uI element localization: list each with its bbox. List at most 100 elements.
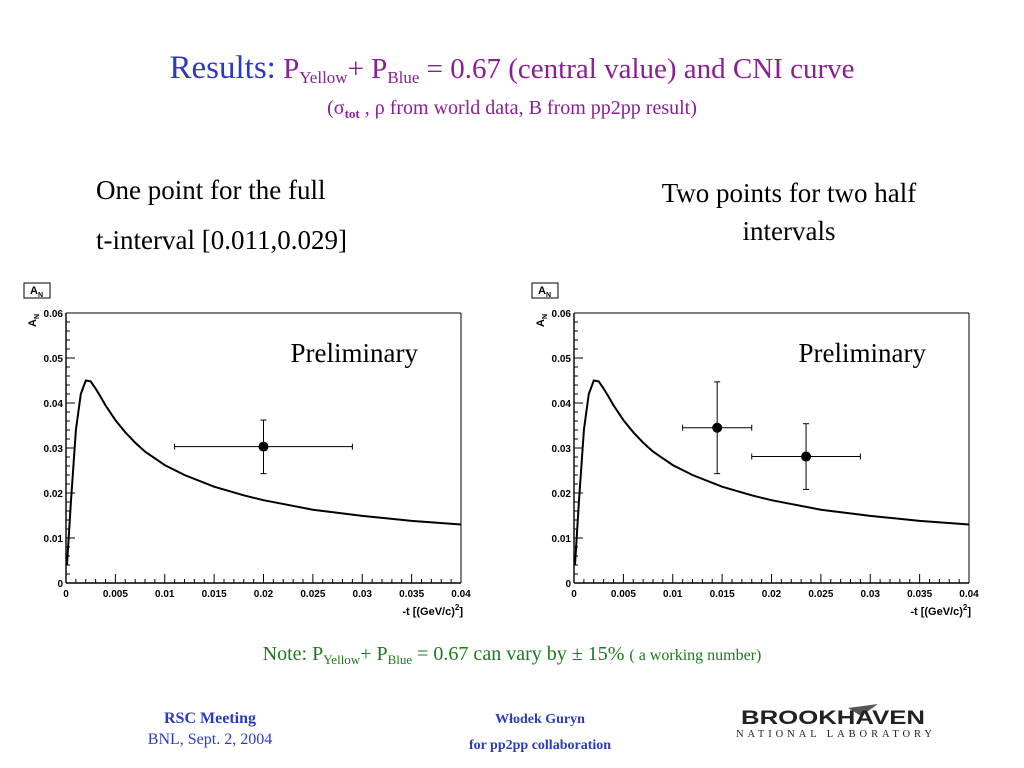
subtitle-sub: tot [344, 106, 360, 121]
x-tick-label: 0.04 [451, 589, 471, 600]
y-axis-title: AN [27, 314, 41, 327]
x-axis-title-main: -t [(GeV/c) [910, 606, 963, 618]
y-axis-title-main: A [535, 319, 547, 327]
left-heading: One point for the full t-interval [0.011… [96, 165, 347, 265]
slide-subtitle: (σtot , ρ from world data, B from pp2pp … [0, 97, 1024, 120]
x-tick-label: 0.02 [762, 589, 782, 600]
title-rest: = 0.67 (central value) and CNI curve [419, 53, 855, 85]
x-axis-title-main: -t [(GeV/c) [402, 606, 455, 618]
y-tick-label: 0.02 [552, 489, 572, 500]
cni-curve [574, 379, 970, 566]
x-axis-title: -t [(GeV/c)2] [910, 603, 971, 618]
legend-frame [23, 282, 51, 299]
y-axis-title: AN [535, 314, 549, 327]
data-point-1 [174, 419, 353, 475]
x-tick-label: 0 [571, 589, 577, 600]
legend-label-main: A [538, 285, 546, 297]
left-heading-line2: t-interval [0.011,0.029] [96, 225, 347, 255]
y-tick-label: 0 [57, 579, 63, 590]
x-tick-label: 0.01 [663, 589, 683, 600]
note-small: ( a working number) [629, 647, 762, 664]
legend-box: AN [23, 282, 51, 299]
preliminary-label: Preliminary [799, 338, 927, 368]
title-sub-blue: Blue [387, 68, 420, 87]
x-tick-label: 0.015 [710, 589, 735, 600]
y-tick-label: 0.02 [44, 489, 64, 500]
footer-middle: Włodek Guryn for pp2pp collaboration [420, 707, 660, 759]
legend-box: AN [531, 282, 559, 299]
legend-label: AN [30, 285, 43, 299]
y-tick-label: 0.05 [552, 354, 572, 365]
y-tick-label: 0.01 [44, 534, 64, 545]
note: Note: PYellow+ PBlue = 0.67 can vary by … [0, 643, 1024, 666]
note-rest: = 0.67 can vary by ± 15% [412, 643, 630, 665]
legend-label: AN [538, 285, 551, 299]
plot-right-svg: AN0 0.005 0.01 0.015 0.02 0.025 0.03 0.035 0.040… [531, 282, 979, 618]
plot-left-svg: AN0 0.005 0.01 0.015 0.02 0.025 0.03 0.035 0.040… [23, 282, 471, 618]
y-tick-label: 0.06 [552, 309, 572, 320]
x-tick-label: 0.025 [300, 589, 325, 600]
y-tick-label: 0.06 [44, 309, 64, 320]
y-tick-label: 0.04 [552, 399, 572, 410]
legend-frame [531, 282, 559, 299]
plot-left: AN 0 0.005 0.01 0.015 0.02 0.025 0.03 0.035 0.04 0… [16, 278, 476, 623]
x-tick-label: 0.03 [861, 589, 881, 600]
logo-swoosh-icon [848, 704, 878, 716]
x-tick-label: 0.025 [808, 589, 833, 600]
title-p1: P [283, 53, 300, 85]
y-axis-title-main: A [27, 319, 39, 327]
note-plus: + P [360, 643, 388, 665]
note-sub-yellow: Yellow [323, 652, 361, 667]
slide-title: Results: PYellow+ PBlue = 0.67 (central … [0, 50, 1024, 87]
title-lead: Results: [169, 50, 276, 86]
data-point-2 [751, 423, 861, 490]
x-tick-label: 0.03 [353, 589, 373, 600]
y-tick-label: 0.05 [44, 354, 64, 365]
x-axis-title: -t [(GeV/c)2] [402, 603, 463, 618]
data-point-marker [712, 422, 723, 433]
footer-author: Włodek Guryn [495, 712, 585, 727]
cni-curve [66, 379, 462, 566]
footer-meeting: RSC Meeting [164, 710, 256, 727]
x-tick-label: 0.04 [959, 589, 979, 600]
title-sub-yellow: Yellow [299, 68, 348, 87]
brookhaven-logo: BROOKHAVEN NATIONAL LABORATORY [736, 704, 932, 740]
data-point-marker [258, 441, 269, 452]
x-axis-title-sup: 2 [455, 603, 460, 612]
logo-name: BROOKHAVEN [741, 708, 925, 729]
footer-collab: for pp2pp collaboration [468, 738, 612, 753]
y-axis-title-sub: N [542, 314, 549, 319]
title-plus: + P [347, 53, 388, 85]
x-axis-title-end: ] [967, 606, 971, 618]
footer-left: RSC Meeting BNL, Sept. 2, 2004 [110, 708, 310, 750]
legend-label-sub: N [546, 292, 551, 299]
subtitle-open: (σ [327, 97, 345, 119]
y-tick-label: 0 [565, 579, 571, 590]
y-axis-title-sub: N [34, 314, 41, 319]
y-tick-label: 0.04 [44, 399, 64, 410]
x-tick-label: 0.01 [155, 589, 175, 600]
y-tick-label: 0.03 [44, 444, 64, 455]
y-tick-label: 0.03 [552, 444, 572, 455]
x-tick-label: 0.035 [907, 589, 932, 600]
x-axis-title-sup: 2 [963, 603, 968, 612]
x-tick-label: 0.015 [202, 589, 227, 600]
legend-label-main: A [30, 285, 38, 297]
x-tick-label: 0.005 [611, 589, 636, 600]
x-tick-label: 0.035 [399, 589, 424, 600]
data-point-marker [801, 451, 812, 462]
plot-right: AN 0 0.005 0.01 0.015 0.02 0.025 0.03 0.035 0.04 0… [524, 278, 984, 623]
footer-place-date: BNL, Sept. 2, 2004 [147, 731, 273, 748]
note-pre: Note: P [262, 643, 324, 665]
preliminary-label: Preliminary [291, 338, 419, 368]
right-heading-line1: Two points for two half [661, 178, 917, 208]
y-tick-label: 0.01 [552, 534, 572, 545]
x-tick-label: 0.005 [103, 589, 128, 600]
legend-label-sub: N [38, 292, 43, 299]
right-heading: Two points for two half intervals [596, 174, 982, 250]
x-tick-label: 0.02 [254, 589, 274, 600]
left-heading-line1: One point for the full [96, 175, 326, 205]
right-heading-line2: intervals [742, 216, 836, 246]
logo-sub: NATIONAL LABORATORY [736, 729, 932, 740]
x-tick-label: 0 [63, 589, 69, 600]
